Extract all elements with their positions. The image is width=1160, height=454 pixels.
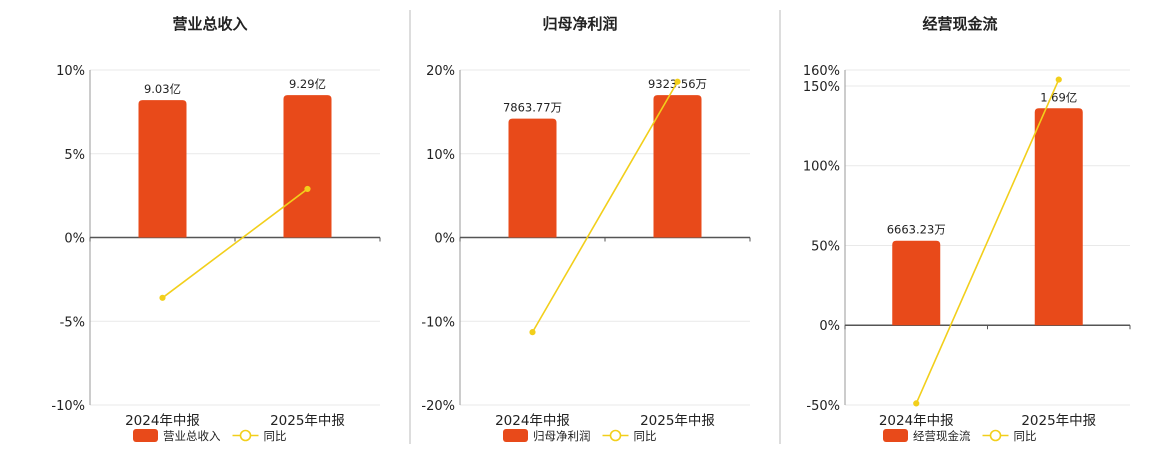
bar-value-label: 9.29亿 [289,77,326,91]
yoy-line [531,81,679,333]
y-tick-label: 10% [426,148,455,163]
y-tick-label: 10% [56,64,85,79]
legend-bar-label: 营业总收入 [163,429,221,443]
bar-value-label: 7863.77万 [503,101,562,115]
y-tick-label: 0% [434,232,455,247]
yoy-line [915,79,1060,404]
x-category-label: 2024年中报 [125,413,200,429]
legend-line-marker [239,429,252,442]
legend-bar-swatch [503,429,528,442]
chart-title: 归母净利润 [542,15,617,33]
yoy-point [529,329,536,336]
y-tick-label: -10% [51,399,85,414]
bar [653,95,702,238]
legend-bar-swatch [883,429,908,442]
bar-value-label: 9.03亿 [144,82,181,96]
yoy-point [674,78,681,85]
legend-line-label: 同比 [1014,429,1037,443]
bar [892,240,941,326]
yoy-point [304,185,311,193]
legend-bar-swatch [133,429,158,442]
legend-line-label: 同比 [634,429,657,443]
bar [138,100,187,238]
chart-title: 营业总收入 [172,15,247,33]
yoy-line [162,188,308,299]
legend-line-marker [989,429,1002,442]
y-tick-label: 20% [426,64,455,79]
y-tick-label: 160% [803,64,840,79]
legend-bar-label: 经营现金流 [913,429,971,443]
legend-bar-label: 归母净利润 [533,429,591,443]
y-tick-label: -5% [60,315,85,330]
y-tick-label: 50% [811,239,840,254]
yoy-point [159,294,166,301]
y-tick-label: 150% [803,80,840,95]
y-tick-label: 100% [803,160,840,175]
bar-value-label: 6663.23万 [887,223,946,237]
x-category-label: 2024年中报 [495,413,570,429]
x-category-label: 2024年中报 [879,413,954,429]
legend-line-marker [609,429,622,442]
y-tick-label: 5% [64,148,85,163]
y-tick-label: 0% [64,232,85,247]
y-tick-label: -20% [421,399,455,414]
y-tick-label: 0% [819,319,840,334]
yoy-point [1055,76,1062,83]
x-category-label: 2025年中报 [270,413,345,429]
bar [283,95,332,238]
bar [1034,108,1083,326]
x-category-label: 2025年中报 [640,413,715,429]
bar-value-label: 1.69亿 [1040,90,1077,104]
bar [508,118,557,238]
chart-title: 经营现金流 [922,15,997,33]
x-category-label: 2025年中报 [1021,413,1096,429]
legend-line-label: 同比 [264,429,287,443]
y-tick-label: -50% [806,399,840,414]
y-tick-label: -10% [421,315,455,330]
yoy-point [913,400,920,407]
